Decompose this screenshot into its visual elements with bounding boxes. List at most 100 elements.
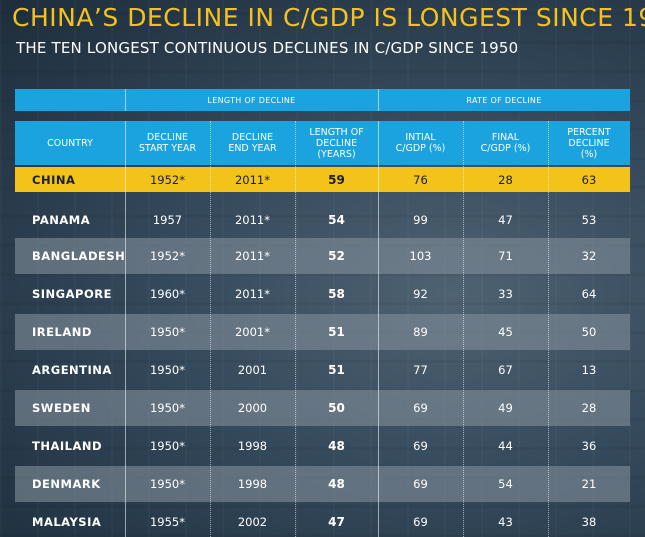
- country-cell: CHINA: [32, 172, 76, 187]
- col-header-start-year: DECLINE START YEAR: [138, 132, 197, 154]
- percent-decline-cell: 21: [581, 477, 597, 491]
- start-year-cell: 1952*: [149, 249, 186, 263]
- initial-cgdp-cell: 69: [413, 477, 428, 491]
- country-cell: PANAMA: [32, 213, 91, 227]
- start-year-cell: 1950*: [149, 325, 186, 339]
- length-cell: 48: [328, 477, 345, 491]
- col-header-percent: PERCENT DECLINE (%): [567, 126, 611, 160]
- column-divider: [210, 121, 211, 537]
- final-cgdp-cell: 71: [498, 249, 513, 263]
- length-cell: 47: [328, 515, 345, 529]
- percent-decline-cell: 13: [581, 363, 597, 377]
- final-cgdp-cell: 44: [498, 439, 513, 453]
- start-year-cell: 1955*: [149, 515, 186, 529]
- col-header-length: LENGTH OF DECLINE (YEARS): [309, 126, 364, 160]
- end-year-cell: 2001*: [234, 325, 271, 339]
- length-cell: 52: [328, 249, 345, 263]
- column-divider: [125, 121, 126, 537]
- end-year-cell: 2002: [237, 515, 268, 529]
- percent-decline-cell: 64: [581, 287, 597, 301]
- start-year-cell: 1950*: [149, 477, 186, 491]
- column-divider: [463, 121, 464, 537]
- length-cell: 48: [328, 439, 345, 453]
- column-divider: [378, 121, 379, 537]
- table-row: SWEDEN 1950* 2000 50 69 49 28: [15, 390, 630, 426]
- page-subtitle: THE TEN LONGEST CONTINUOUS DECLINES IN C…: [16, 39, 519, 57]
- initial-cgdp-cell: 69: [413, 515, 428, 529]
- end-year-cell: 2011*: [234, 213, 271, 227]
- percent-decline-cell: 50: [581, 325, 597, 339]
- country-cell: IRELAND: [32, 325, 92, 339]
- initial-cgdp-cell: 92: [413, 287, 428, 301]
- length-cell: 50: [328, 401, 345, 415]
- end-year-cell: 2001: [237, 363, 268, 377]
- column-divider: [548, 121, 549, 537]
- initial-cgdp-cell: 76: [413, 172, 428, 187]
- percent-decline-cell: 36: [581, 439, 597, 453]
- table-row: SINGAPORE 1960* 2011* 58 92 33 64: [15, 276, 630, 312]
- length-cell: 51: [328, 325, 345, 339]
- table-row: MALAYSIA 1955* 2002 47 69 43 38: [15, 504, 630, 537]
- end-year-cell: 2000: [237, 401, 268, 415]
- percent-decline-cell: 28: [581, 401, 597, 415]
- final-cgdp-cell: 54: [498, 477, 513, 491]
- country-cell: DENMARK: [32, 477, 101, 491]
- final-cgdp-cell: 67: [498, 363, 513, 377]
- table-row: IRELAND 1950* 2001* 51 89 45 50: [15, 314, 630, 350]
- percent-decline-cell: 32: [581, 249, 597, 263]
- column-divider: [295, 121, 296, 537]
- final-cgdp-cell: 33: [498, 287, 513, 301]
- end-year-cell: 2011*: [234, 249, 271, 263]
- initial-cgdp-cell: 69: [413, 439, 428, 453]
- country-cell: SWEDEN: [32, 401, 91, 415]
- table-row: THAILAND 1950* 1998 48 69 44 36: [15, 428, 630, 464]
- start-year-cell: 1950*: [149, 401, 186, 415]
- col-header-country: COUNTRY: [47, 137, 93, 149]
- table-row: DENMARK 1950* 1998 48 69 54 21: [15, 466, 630, 502]
- table-row: ARGENTINA 1950* 2001 51 77 67 13: [15, 352, 630, 388]
- percent-decline-cell: 63: [581, 172, 597, 187]
- column-header-row: COUNTRY DECLINE START YEAR DECLINE END Y…: [15, 121, 630, 165]
- country-cell: SINGAPORE: [32, 287, 112, 301]
- length-cell: 51: [328, 363, 345, 377]
- table-row: BANGLADESH 1952* 2011* 52 103 71 32: [15, 238, 630, 274]
- group-header-rate: RATE OF DECLINE: [466, 95, 542, 105]
- group-header-band: LENGTH OF DECLINE RATE OF DECLINE: [15, 89, 630, 111]
- end-year-cell: 2011*: [234, 172, 271, 187]
- start-year-cell: 1957: [152, 213, 183, 227]
- length-cell: 54: [328, 213, 345, 227]
- initial-cgdp-cell: 99: [413, 213, 428, 227]
- start-year-cell: 1960*: [149, 287, 186, 301]
- col-header-initial: INTIAL C/GDP (%): [395, 132, 446, 154]
- end-year-cell: 1998: [237, 439, 268, 453]
- final-cgdp-cell: 28: [498, 172, 513, 187]
- initial-cgdp-cell: 103: [409, 249, 432, 263]
- country-cell: ARGENTINA: [32, 363, 112, 377]
- initial-cgdp-cell: 89: [413, 325, 428, 339]
- page-title: CHINA’S DECLINE IN C/GDP IS LONGEST SINC…: [12, 3, 645, 32]
- initial-cgdp-cell: 69: [413, 401, 428, 415]
- percent-decline-cell: 53: [581, 213, 597, 227]
- initial-cgdp-cell: 77: [413, 363, 428, 377]
- end-year-cell: 2011*: [234, 287, 271, 301]
- start-year-cell: 1950*: [149, 439, 186, 453]
- percent-decline-cell: 38: [581, 515, 597, 529]
- length-cell: 59: [328, 172, 345, 187]
- final-cgdp-cell: 43: [498, 515, 513, 529]
- table-row: CHINA 1952* 2011* 59 76 28 63: [15, 167, 630, 192]
- group-header-length: LENGTH OF DECLINE: [207, 95, 296, 105]
- country-cell: THAILAND: [32, 439, 103, 453]
- col-header-end-year: DECLINE END YEAR: [228, 132, 277, 154]
- start-year-cell: 1952*: [149, 172, 186, 187]
- final-cgdp-cell: 49: [498, 401, 513, 415]
- col-header-final: FINAL C/GDP (%): [480, 132, 531, 154]
- end-year-cell: 1998: [237, 477, 268, 491]
- length-cell: 58: [328, 287, 345, 301]
- country-cell: BANGLADESH: [32, 249, 126, 263]
- start-year-cell: 1950*: [149, 363, 186, 377]
- table-row: PANAMA 1957 2011* 54 99 47 53: [15, 202, 630, 238]
- final-cgdp-cell: 45: [498, 325, 513, 339]
- final-cgdp-cell: 47: [498, 213, 513, 227]
- country-cell: MALAYSIA: [32, 515, 102, 529]
